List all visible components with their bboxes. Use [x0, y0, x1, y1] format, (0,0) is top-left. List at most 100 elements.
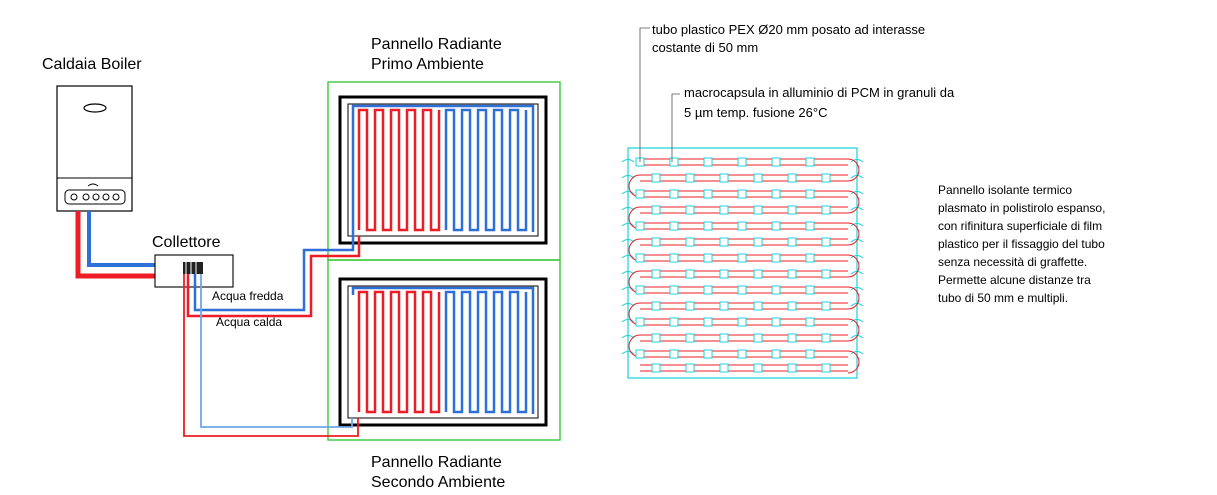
pcm-capsule [754, 302, 762, 310]
panel-2-coils [353, 288, 533, 414]
pcm-capsule [652, 334, 660, 342]
insulation-note-line: senza necessità di graffette. [938, 253, 1105, 271]
pcm-capsule [704, 190, 712, 198]
panel-2-title-line1: Pannello Radiante [371, 454, 502, 472]
pcm-capsule-note-line2: 5 µm temp. fusione 26°C [684, 105, 827, 120]
boiler-unit [57, 86, 132, 211]
pcm-capsule [754, 364, 762, 372]
pcm-capsule [772, 254, 780, 262]
pcm-capsule-note-line1: macrocapsula in alluminio di PCM in gran… [684, 85, 954, 100]
pcm-capsule [704, 254, 712, 262]
panel-1-title-line1: Pannello Radiante [371, 36, 502, 54]
manifold-label: Collettore [152, 234, 220, 252]
cold-coil-pipe [446, 110, 526, 230]
pcm-capsule [806, 318, 814, 326]
pcm-capsule [686, 302, 694, 310]
pcm-capsule [738, 222, 746, 230]
pcm-capsule [822, 334, 830, 342]
hot-coil-pipe [359, 292, 439, 412]
pcm-capsule [686, 174, 694, 182]
pcm-capsule [670, 158, 678, 166]
pcm-capsule [754, 270, 762, 278]
pcm-capsule [772, 318, 780, 326]
pcm-capsule [652, 302, 660, 310]
pcm-capsule [788, 238, 796, 246]
pcm-capsule [772, 158, 780, 166]
pcm-capsule [720, 364, 728, 372]
pcm-capsule [720, 334, 728, 342]
panel-2-title-line2: Secondo Ambiente [371, 474, 505, 492]
insulation-note-line: plastico per il fissaggio del tubo [938, 235, 1105, 253]
pcm-capsule [652, 174, 660, 182]
pcm-capsule [704, 158, 712, 166]
pcm-capsule [670, 286, 678, 294]
pcm-capsule [738, 318, 746, 326]
pcm-capsule [738, 158, 746, 166]
pcm-capsule [636, 222, 644, 230]
pcm-capsule [670, 222, 678, 230]
pcm-capsule [670, 350, 678, 358]
pcm-capsule [822, 270, 830, 278]
pcm-capsule [720, 302, 728, 310]
insulation-note-line: con rifinitura superficiale di film [938, 217, 1105, 235]
pex-pipe-note-line1: tubo plastico PEX Ø20 mm posato ad inter… [652, 22, 925, 37]
pcm-capsule [754, 174, 762, 182]
pcm-capsule [754, 206, 762, 214]
cold-coil-pipe [446, 292, 526, 412]
pcm-capsule [788, 174, 796, 182]
pcm-capsule [636, 254, 644, 262]
pcm-capsule [686, 364, 694, 372]
pcm-capsule [738, 190, 746, 198]
pcm-capsule [788, 364, 796, 372]
pex-pipe-note-line2: costante di 50 mm [652, 40, 758, 55]
insulation-note-line: Pannello isolante termico [938, 181, 1105, 199]
pcm-capsule [772, 222, 780, 230]
cold-water-label: Acqua fredda [212, 289, 283, 303]
pcm-capsule [636, 350, 644, 358]
pcm-capsule [652, 364, 660, 372]
pcm-capsule [636, 286, 644, 294]
pcm-capsule [738, 286, 746, 294]
pcm-capsule [788, 270, 796, 278]
pcm-capsule [738, 350, 746, 358]
pcm-capsule [806, 222, 814, 230]
pcm-capsule [652, 238, 660, 246]
pcm-capsule [806, 190, 814, 198]
return-loop-pipe [353, 288, 533, 414]
pcm-capsule [806, 254, 814, 262]
pcm-capsule [686, 206, 694, 214]
insulation-note-line: Permette alcune distanze tra [938, 271, 1105, 289]
pcm-capsule [652, 206, 660, 214]
pcm-capsule [822, 238, 830, 246]
pcm-capsule [788, 302, 796, 310]
pcm-capsule [704, 318, 712, 326]
pcm-capsule [652, 270, 660, 278]
hot-coil-pipe [359, 110, 439, 230]
return-loop-pipe [353, 106, 533, 232]
pcm-capsule [806, 158, 814, 166]
pcm-capsule [822, 174, 830, 182]
pcm-capsule [822, 302, 830, 310]
panel-1-title-line2: Primo Ambiente [371, 56, 484, 74]
pcm-capsule [704, 286, 712, 294]
pcm-capsule [788, 334, 796, 342]
pcm-capsule [704, 350, 712, 358]
pcm-panel-detail [622, 148, 863, 378]
pcm-capsule [704, 222, 712, 230]
panel-frames [340, 97, 546, 425]
pcm-capsule [754, 334, 762, 342]
pcm-capsule [806, 350, 814, 358]
pcm-capsule [772, 190, 780, 198]
pcm-capsule [720, 206, 728, 214]
insulation-note-line: plasmato in polistirolo espanso, [938, 199, 1105, 217]
pcm-capsule [788, 206, 796, 214]
insulation-note-line: tubo di 50 mm e multipli. [938, 289, 1105, 307]
panel-1-coils [353, 106, 533, 232]
pcm-capsule [772, 286, 780, 294]
pcm-capsule [636, 190, 644, 198]
pcm-capsule [720, 174, 728, 182]
hot-water-label: Acqua calda [216, 315, 282, 329]
pcm-capsule [636, 318, 644, 326]
pcm-capsule [772, 350, 780, 358]
